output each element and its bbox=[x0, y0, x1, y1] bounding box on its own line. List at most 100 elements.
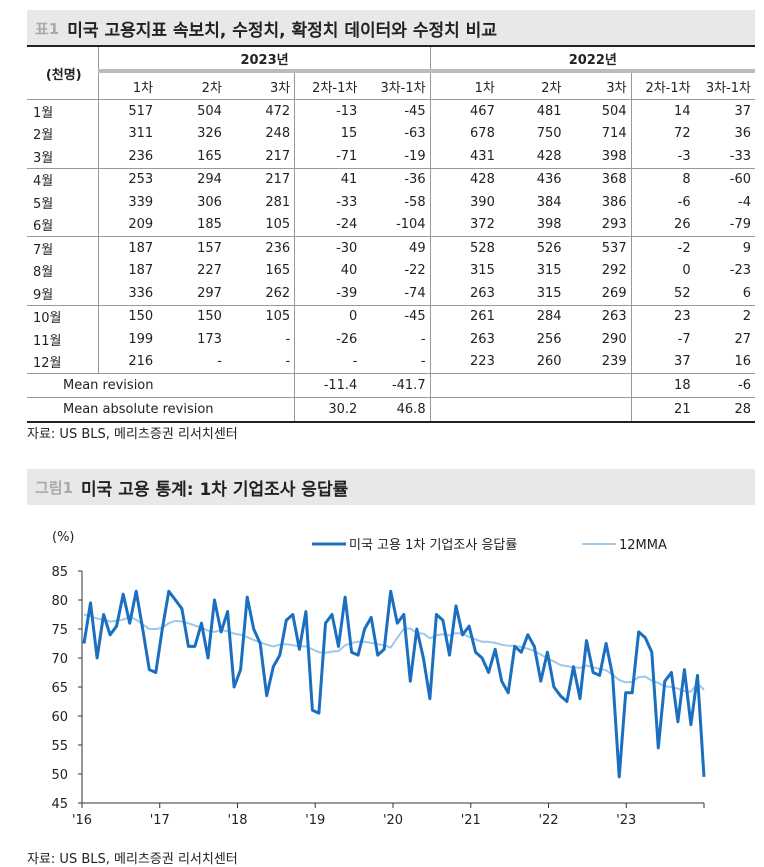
table-cell: -33 bbox=[729, 148, 751, 164]
table-cell: 678 bbox=[429, 122, 499, 145]
revision-table: (천명) 2023년 2022년 1차 2차 3차 2차-1차 3차-1차 1차 2차 3차 2… bbox=[27, 45, 755, 423]
table-cell: 315 bbox=[536, 285, 562, 301]
month-label: 1월 bbox=[27, 99, 99, 123]
month-label: 10월 bbox=[27, 304, 99, 328]
summary-cell bbox=[429, 397, 632, 423]
table-cell: 40 bbox=[294, 259, 362, 282]
summary-cell: -6 bbox=[694, 373, 755, 398]
year-header-2023: 2023년 bbox=[98, 45, 431, 71]
month-label: 7월 bbox=[27, 236, 99, 260]
table-cell: 311 bbox=[98, 122, 158, 145]
table-cell: 256 bbox=[536, 331, 562, 347]
x-tick-label: '20 bbox=[383, 813, 403, 828]
column-header: 1차 bbox=[429, 69, 499, 100]
y-tick-label: 65 bbox=[51, 681, 68, 696]
legend-label-mma: 12MMA bbox=[619, 538, 667, 553]
table-cell: -6 bbox=[630, 191, 695, 214]
table-cell: 537 bbox=[565, 236, 632, 260]
table-cell: 467 bbox=[429, 99, 499, 123]
table-cell: 428 bbox=[536, 148, 562, 164]
table-cell: -7 bbox=[630, 328, 695, 351]
table-cell: 263 bbox=[429, 328, 499, 351]
table-cell: 9 bbox=[694, 236, 755, 260]
column-header: 2차 bbox=[157, 69, 226, 100]
table-cell: 253 bbox=[98, 167, 158, 191]
table-cell: 16 bbox=[734, 354, 751, 370]
table-cell: 236 bbox=[225, 236, 295, 260]
figure-title-bar: 그림1 미국 고용 통계: 1차 기업조사 응답률 bbox=[27, 469, 755, 505]
table-cell: 436 bbox=[498, 167, 566, 191]
table-cell: -63 bbox=[404, 126, 426, 142]
x-tick-label: '16 bbox=[72, 813, 92, 828]
table-cell: 15 bbox=[294, 122, 362, 145]
table-cell: -71 bbox=[294, 145, 362, 168]
table-cell: 284 bbox=[498, 304, 566, 328]
table-cell: 481 bbox=[498, 99, 566, 123]
table-title-bar: 표1 미국 고용지표 속보치, 수정치, 확정치 데이터와 수정치 비교 bbox=[27, 10, 755, 46]
table-cell: 72 bbox=[630, 122, 695, 145]
summary-cell: 28 bbox=[694, 397, 755, 423]
table-cell: 306 bbox=[197, 194, 222, 210]
table-cell: 14 bbox=[630, 99, 695, 123]
table-cell: 293 bbox=[601, 217, 627, 233]
summary-cell: 30.2 bbox=[294, 397, 362, 423]
summary-row: Mean revision -11.4 -41.7 18 -6 bbox=[27, 373, 755, 398]
month-label: 5월 bbox=[33, 196, 54, 212]
table-cell: 187 bbox=[98, 259, 158, 282]
summary-cell: 18 bbox=[630, 373, 695, 398]
table-cell: 239 bbox=[601, 354, 627, 370]
table-cell: 368 bbox=[565, 167, 632, 191]
table-cell: 36 bbox=[734, 126, 751, 142]
table-row: 5월 339 306 281 -33 -58 390 384 386 -6 -4 bbox=[27, 191, 755, 214]
figure-number: 그림1 bbox=[35, 478, 74, 497]
table-cell: -4 bbox=[738, 194, 751, 210]
table-cell: 199 bbox=[98, 328, 158, 351]
column-header: 3차 bbox=[225, 69, 295, 100]
table-cell: 236 bbox=[98, 145, 158, 168]
table-cell: 339 bbox=[98, 191, 158, 214]
table-row: 7월 187 157 236 -30 49 528 526 537 -2 9 bbox=[27, 236, 755, 260]
month-label: 8월 bbox=[33, 265, 54, 281]
y-tick-label: 70 bbox=[51, 652, 68, 667]
x-tick-label: '23 bbox=[616, 813, 636, 828]
table-cell: 37 bbox=[630, 350, 695, 374]
column-header: 3차-1차 bbox=[694, 69, 755, 100]
table-row: 9월 336 297 262 -39 -74 263 315 269 52 6 bbox=[27, 282, 755, 305]
y-tick-label: 50 bbox=[51, 768, 68, 783]
month-label: 2월 bbox=[33, 128, 54, 144]
table-cell: 315 bbox=[429, 259, 499, 282]
table-cell: 269 bbox=[601, 285, 627, 301]
table-cell: 504 bbox=[565, 99, 632, 123]
table-cell: 263 bbox=[429, 282, 499, 305]
month-label: 12월 bbox=[33, 356, 62, 372]
table-cell: 261 bbox=[429, 304, 499, 328]
month-label: 9월 bbox=[33, 287, 54, 303]
table-cell: 294 bbox=[157, 167, 226, 191]
table-cell: -104 bbox=[396, 217, 426, 233]
table-cell: 150 bbox=[98, 304, 158, 328]
table-cell: 431 bbox=[429, 145, 499, 168]
table-cell: 372 bbox=[429, 213, 499, 237]
table-cell: 281 bbox=[265, 194, 291, 210]
table-cell: 262 bbox=[265, 285, 291, 301]
summary-cell: -41.7 bbox=[361, 373, 431, 398]
table-cell: 290 bbox=[601, 331, 627, 347]
table-cell: 297 bbox=[197, 285, 222, 301]
table-cell: 336 bbox=[98, 282, 158, 305]
table-cell: 223 bbox=[429, 350, 499, 374]
table-cell: 517 bbox=[98, 99, 158, 123]
x-tick-label: '17 bbox=[150, 813, 170, 828]
table-cell: -74 bbox=[404, 285, 426, 301]
table-cell: -58 bbox=[404, 194, 426, 210]
x-tick-label: '18 bbox=[227, 813, 247, 828]
table-cell: 187 bbox=[98, 236, 158, 260]
table-cell: 398 bbox=[536, 217, 562, 233]
table-row: 6월 209 185 105 -24 -104 372 398 293 26 -79 bbox=[27, 213, 755, 237]
table-cell: 384 bbox=[536, 194, 562, 210]
summary-cell: 21 bbox=[630, 397, 695, 423]
table-cell: - bbox=[294, 350, 362, 374]
table-cell: 472 bbox=[225, 99, 295, 123]
table-cell: 315 bbox=[536, 263, 562, 279]
table-cell: - bbox=[420, 354, 426, 370]
table-cell: 260 bbox=[536, 354, 562, 370]
